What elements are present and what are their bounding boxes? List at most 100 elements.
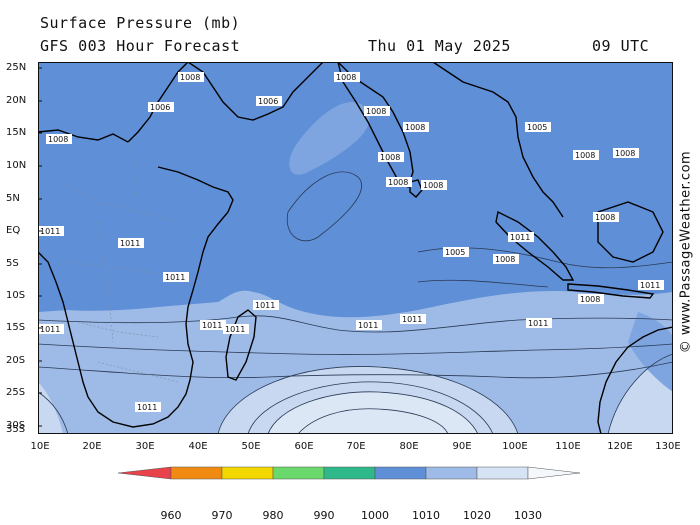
- lon-label: 10E: [30, 441, 50, 452]
- isobar-label: 1008: [613, 148, 639, 158]
- lon-label: 100E: [502, 441, 528, 452]
- isobar-label: 1005: [525, 122, 551, 132]
- svg-text:1011: 1011: [255, 301, 275, 310]
- scale-label: 990: [313, 509, 335, 522]
- svg-text:1011: 1011: [640, 281, 660, 290]
- lon-label: 80E: [399, 441, 419, 452]
- isobar-label: 1008: [421, 180, 447, 190]
- lat-label: 20N: [6, 95, 27, 106]
- svg-text:1011: 1011: [528, 319, 548, 328]
- lon-label: 60E: [294, 441, 314, 452]
- field-nw-australia: [628, 312, 673, 392]
- isobar-label: 1008: [493, 254, 519, 264]
- field-arabian-sea: [289, 102, 370, 175]
- isobar-label: 1011: [38, 324, 64, 334]
- svg-text:1008: 1008: [595, 213, 615, 222]
- isobar-label: 1011: [508, 232, 534, 242]
- svg-text:1011: 1011: [225, 325, 245, 334]
- scale-swatch: [476, 466, 529, 480]
- isobar-label: 1011: [223, 324, 249, 334]
- field-1000-1010: [38, 62, 673, 318]
- scale-label: 1030: [514, 509, 542, 522]
- svg-text:1011: 1011: [510, 233, 530, 242]
- svg-text:1008: 1008: [575, 151, 595, 160]
- isobar-label: 1011: [253, 300, 279, 310]
- svg-text:1008: 1008: [405, 123, 425, 132]
- pressure-map: 1008 1006 1008 1006 1008 1008 1008 1008 …: [38, 62, 673, 434]
- color-scale: [118, 466, 581, 480]
- lon-label: 120E: [607, 441, 633, 452]
- lon-label: 30E: [135, 441, 155, 452]
- svg-text:1011: 1011: [137, 403, 157, 412]
- isobar-label: 1008: [573, 150, 599, 160]
- isobar-label: 1005: [443, 247, 469, 257]
- isobar-label: 1008: [386, 177, 412, 187]
- svg-text:1008: 1008: [423, 181, 443, 190]
- lat-label: 5N: [6, 193, 20, 204]
- lon-label: 110E: [555, 441, 581, 452]
- svg-text:1005: 1005: [527, 123, 547, 132]
- scale-swatch: [374, 466, 427, 480]
- scale-label: 1020: [463, 509, 491, 522]
- lon-label: 130E: [655, 441, 681, 452]
- lat-label: 10N: [6, 160, 27, 171]
- svg-text:1011: 1011: [402, 315, 422, 324]
- field-sw-high: [38, 382, 63, 434]
- lat-label: 35S: [6, 424, 26, 435]
- isobar-label: 1008: [364, 106, 390, 116]
- scale-label: 1000: [361, 509, 389, 522]
- isobar-label: 1008: [403, 122, 429, 132]
- lon-label: 70E: [346, 441, 366, 452]
- isobar-label: 1011: [118, 238, 144, 248]
- lat-label: 30S: [6, 420, 26, 431]
- lat-label: 25N: [6, 62, 27, 73]
- lat-label: 20S: [6, 355, 26, 366]
- scale-swatch: [425, 466, 478, 480]
- svg-text:1006: 1006: [150, 103, 170, 112]
- scale-swatch: [221, 466, 274, 480]
- scale-swatch: [272, 466, 325, 480]
- field-high-core: [268, 391, 478, 434]
- svg-text:1011: 1011: [40, 325, 60, 334]
- scale-label: 960: [160, 509, 182, 522]
- forecast-label: GFS 003 Hour Forecast: [40, 37, 241, 55]
- isobar-label: 1011: [38, 226, 64, 236]
- isobar-label: 1011: [400, 314, 426, 324]
- svg-text:1011: 1011: [165, 273, 185, 282]
- scale-swatch: [527, 466, 581, 480]
- svg-text:1011: 1011: [358, 321, 378, 330]
- lat-label: 25S: [6, 387, 26, 398]
- scale-label: 980: [262, 509, 284, 522]
- scale-swatch: [323, 466, 376, 480]
- svg-text:1005: 1005: [445, 248, 465, 257]
- svg-text:1008: 1008: [495, 255, 515, 264]
- svg-text:1011: 1011: [120, 239, 140, 248]
- lat-label: 10S: [6, 290, 26, 301]
- isobar-label: 1008: [578, 294, 604, 304]
- lon-label: 20E: [82, 441, 102, 452]
- isobar-label: 1011: [163, 272, 189, 282]
- forecast-date: Thu 01 May 2025: [368, 37, 511, 55]
- svg-text:1011: 1011: [202, 321, 222, 330]
- isobar-label: 1011: [135, 402, 161, 412]
- svg-text:1008: 1008: [388, 178, 408, 187]
- svg-text:1006: 1006: [258, 97, 278, 106]
- isobar-label: 1011: [356, 320, 382, 330]
- isobar-label: 1008: [378, 152, 404, 162]
- isobar-label: 1006: [148, 102, 174, 112]
- lat-label: EQ: [6, 225, 21, 236]
- lon-label: 50E: [241, 441, 261, 452]
- svg-text:1008: 1008: [336, 73, 356, 82]
- site-credit: © www.PassageWeather.com: [678, 150, 694, 354]
- isobar-label: 1008: [334, 72, 360, 82]
- svg-text:1008: 1008: [366, 107, 386, 116]
- chart-title: Surface Pressure (mb): [40, 14, 241, 32]
- scale-swatch: [170, 466, 223, 480]
- svg-text:1008: 1008: [48, 135, 68, 144]
- scale-swatch: [118, 466, 172, 480]
- isobar-label: 1011: [526, 318, 552, 328]
- lat-label: 15S: [6, 322, 26, 333]
- isobars: [38, 171, 673, 434]
- coastlines: [38, 62, 673, 434]
